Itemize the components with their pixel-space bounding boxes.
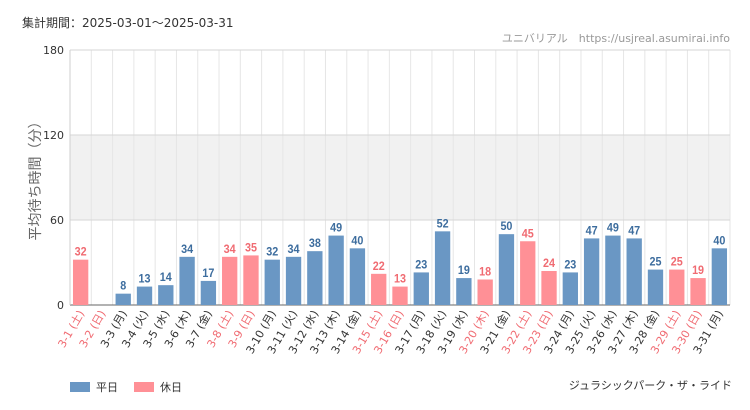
bar-value-label: 25 <box>671 255 683 269</box>
bar <box>477 279 493 305</box>
site-credit: ユニバリアル https://usjreal.asumirai.info <box>501 32 730 45</box>
bar-value-label: 52 <box>437 216 449 230</box>
shaded-band <box>70 135 730 220</box>
y-tick-label: 0 <box>57 299 64 312</box>
bar-value-label: 13 <box>139 272 151 286</box>
value-labels: 32 8 13 14 34 17 34 35 32 34 38 49 40 22 13 23 52 19 18 50 4… <box>75 216 726 292</box>
bar-value-label: 14 <box>160 270 172 284</box>
bar-value-label: 35 <box>245 240 257 254</box>
bar <box>669 269 685 305</box>
y-tick-label: 120 <box>43 129 64 142</box>
legend-holiday: 休日 <box>134 379 182 395</box>
legend-holiday-swatch <box>134 382 154 392</box>
bar <box>711 248 728 305</box>
bar-value-label: 32 <box>266 245 278 259</box>
y-tick-label: 60 <box>50 214 64 227</box>
bar-value-label: 23 <box>564 257 576 271</box>
bar-value-label: 17 <box>202 266 214 280</box>
bar <box>136 286 153 305</box>
bar-value-label: 19 <box>458 263 470 277</box>
legend-holiday-label: 休日 <box>160 381 182 394</box>
bar-value-label: 38 <box>309 236 321 250</box>
bar-value-label: 47 <box>586 223 598 237</box>
bar <box>498 234 515 305</box>
bar <box>349 248 366 305</box>
bar-value-label: 40 <box>713 233 725 247</box>
bar-value-label: 45 <box>522 226 534 240</box>
bar-value-label: 34 <box>224 242 236 256</box>
bar <box>541 271 557 305</box>
legend-weekday-label: 平日 <box>96 381 118 394</box>
y-axis-label: 平均待ち時間（分） <box>28 115 44 241</box>
attraction-name: ジュラシックパーク・ザ・ライド <box>568 379 732 392</box>
bar-value-label: 22 <box>373 259 385 273</box>
bar-value-label: 18 <box>479 265 491 279</box>
bar-value-label: 23 <box>415 257 427 271</box>
bar <box>583 238 600 305</box>
bar-value-label: 47 <box>628 223 640 237</box>
y-tick-labels: 0 60 120 180 <box>43 44 64 312</box>
bar <box>690 278 706 305</box>
bar <box>647 269 664 305</box>
bars <box>72 231 728 305</box>
legend-weekday: 平日 <box>70 379 118 395</box>
bar <box>72 259 89 305</box>
bar-value-label: 32 <box>75 245 87 259</box>
shaded-band-rect <box>70 135 730 220</box>
bar-value-label: 8 <box>120 279 126 293</box>
bar <box>158 285 174 305</box>
bar-value-label: 34 <box>288 242 300 256</box>
bar <box>456 278 472 305</box>
bar <box>371 273 387 305</box>
bar-value-label: 25 <box>649 255 661 269</box>
bar-value-label: 49 <box>607 221 619 235</box>
bar <box>222 256 238 305</box>
bar <box>328 235 344 305</box>
bar-value-label: 34 <box>181 242 193 256</box>
bar <box>264 259 280 305</box>
collection-period: 集計期間：2025-03-01～2025-03-31 <box>22 16 234 30</box>
bar <box>307 251 323 305</box>
bar <box>200 280 217 305</box>
bar <box>434 231 451 305</box>
bar-value-label: 24 <box>543 256 555 270</box>
y-tick-label: 180 <box>43 44 64 57</box>
bar <box>392 286 408 305</box>
bar-value-label: 19 <box>692 263 704 277</box>
bar <box>179 256 195 305</box>
bar-value-label: 40 <box>351 233 363 247</box>
bar-value-label: 13 <box>394 272 406 286</box>
bar <box>413 272 429 305</box>
bar-value-label: 50 <box>500 219 512 233</box>
bar <box>285 256 302 305</box>
bar <box>115 293 131 305</box>
legend-weekday-swatch <box>70 382 90 392</box>
x-tick-labels: 3-1 (土)3-2 (日)3-3 (月)3-4 (火)3-5 (水)3-6 (… <box>55 308 725 357</box>
bar <box>605 235 621 305</box>
bar <box>562 272 578 305</box>
bar-value-label: 49 <box>330 221 342 235</box>
bar <box>626 238 642 305</box>
bar <box>243 255 259 305</box>
bar <box>520 241 536 305</box>
grid-lines <box>69 49 731 306</box>
